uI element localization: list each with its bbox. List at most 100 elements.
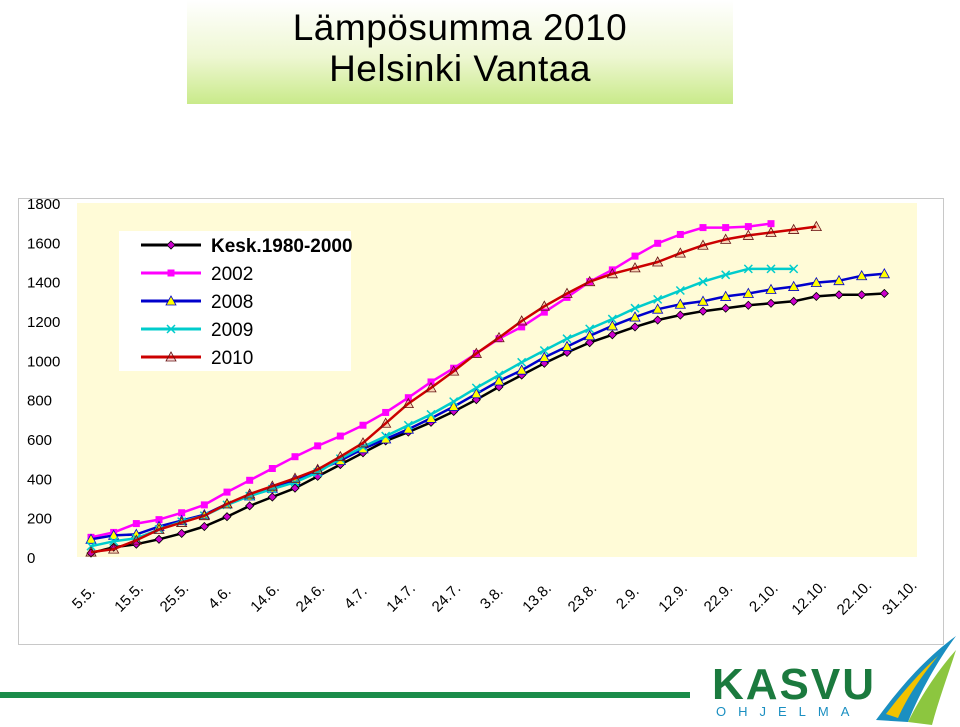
x-tick-label: 22.10.: [834, 577, 876, 619]
data-point: [109, 536, 119, 546]
x-tick-label: 4.6.: [205, 583, 235, 613]
data-point: [538, 300, 551, 311]
data-point: [651, 303, 664, 314]
data-point: [178, 509, 186, 517]
data-point: [697, 239, 709, 250]
data-point: [742, 229, 755, 240]
data-point: [878, 267, 891, 279]
series-2010: [85, 220, 823, 557]
data-point: [787, 223, 800, 234]
data-point: [291, 453, 299, 461]
data-point: [404, 394, 412, 402]
data-point: [651, 256, 664, 267]
data-point: [721, 270, 731, 280]
data-point: [765, 226, 777, 237]
data-point: [153, 523, 165, 534]
data-point: [561, 340, 573, 351]
data-point: [585, 324, 595, 334]
x-tick-label: 13.8.: [519, 580, 555, 616]
data-point: [721, 303, 731, 313]
data-point: [744, 223, 752, 231]
data-point: [561, 287, 573, 298]
data-point: [221, 498, 233, 509]
y-tick-label: 800: [27, 393, 52, 410]
data-point: [606, 267, 619, 279]
data-point: [243, 488, 256, 499]
data-point: [165, 295, 177, 306]
data-point: [85, 546, 97, 557]
data-point: [85, 533, 97, 544]
data-point: [450, 364, 458, 372]
x-tick-label: 15.5.: [111, 580, 147, 616]
x-tick-label: 12.10.: [788, 577, 830, 619]
data-point: [154, 534, 164, 544]
data-point: [607, 330, 617, 340]
data-point: [789, 296, 799, 306]
y-tick-label: 1200: [27, 314, 60, 331]
data-point: [268, 465, 276, 472]
x-tick-label: 3.8.: [477, 583, 507, 613]
data-point: [629, 262, 641, 273]
data-point: [810, 220, 823, 232]
legend-label: 2009: [211, 320, 253, 341]
data-point: [336, 432, 344, 440]
legend-entry: 2009: [141, 320, 253, 341]
data-point: [167, 269, 175, 277]
data-point: [426, 409, 436, 419]
data-point: [86, 541, 96, 551]
data-point: [857, 290, 867, 300]
data-point: [359, 421, 367, 429]
x-tick-label: 22.9.: [701, 580, 737, 616]
data-point: [675, 285, 685, 296]
data-point: [630, 322, 640, 332]
x-tick-label: 2.10.: [746, 580, 782, 616]
data-point: [290, 483, 300, 493]
data-point: [789, 264, 799, 274]
data-point: [697, 295, 709, 306]
y-tick-label: 1800: [27, 199, 60, 213]
data-point: [698, 277, 708, 287]
kasvu-logo-swoosh-icon: [876, 636, 956, 725]
y-tick-label: 200: [27, 511, 52, 528]
data-point: [177, 528, 187, 538]
data-point: [130, 534, 143, 545]
legend-label: Kesk.1980-2000: [211, 236, 353, 257]
logo-wordmark: KASVU: [712, 660, 877, 709]
data-point: [402, 397, 415, 409]
data-point: [166, 240, 176, 250]
data-point: [653, 315, 663, 325]
data-point: [334, 450, 347, 462]
footer-divider: [0, 692, 690, 698]
data-point: [719, 233, 732, 244]
data-point: [199, 521, 209, 532]
data-point: [562, 334, 572, 344]
legend: Kesk.1980-2000 2002 2008 2009 2010: [119, 231, 353, 371]
x-tick-label: 4.7.: [341, 583, 371, 613]
data-point: [834, 290, 844, 300]
data-point: [403, 420, 413, 430]
data-point: [606, 320, 619, 331]
chart-subtitle: Helsinki Vantaa: [329, 48, 591, 89]
legend-label: 2002: [211, 264, 253, 285]
data-point: [266, 480, 279, 491]
data-point: [722, 224, 730, 232]
y-tick-label: 600: [27, 432, 52, 449]
data-point: [699, 224, 707, 232]
legend-entry: 2002: [141, 264, 253, 285]
y-tick-label: 1400: [27, 275, 60, 292]
data-point: [675, 310, 685, 320]
data-point: [107, 543, 120, 554]
data-point: [539, 345, 549, 356]
data-point: [165, 351, 177, 362]
line-chart: 0 200 400 600 800 1000 1200 1400 1600 1800 5.5. 15.…: [27, 199, 921, 619]
data-point: [425, 382, 437, 393]
data-point: [267, 492, 277, 502]
legend-entry: Kesk.1980-2000: [141, 236, 353, 257]
legend-entry: 2008: [141, 292, 253, 313]
data-point: [107, 529, 120, 540]
legend-entry: 2010: [141, 348, 253, 369]
data-point: [222, 512, 232, 522]
x-tick-label: 24.6.: [293, 580, 329, 616]
y-tick-label: 1600: [27, 235, 60, 252]
data-point: [833, 274, 845, 286]
